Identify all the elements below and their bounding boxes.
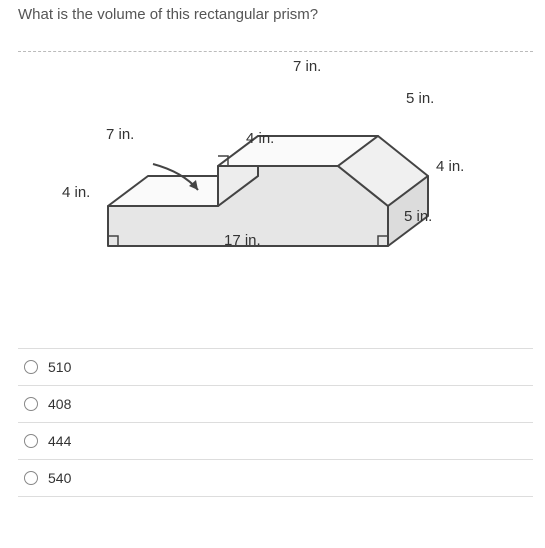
label-bottom-right: 5 in. [404, 208, 432, 225]
option-row[interactable]: 444 [18, 423, 533, 460]
divider [18, 51, 533, 52]
label-top: 7 in. [293, 58, 321, 75]
option-label: 408 [48, 396, 71, 412]
question-container: What is the volume of this rectangular p… [0, 0, 545, 497]
label-step-left: 7 in. [106, 126, 134, 143]
option-label: 540 [48, 470, 71, 486]
radio-icon [24, 360, 38, 374]
option-label: 444 [48, 433, 71, 449]
label-bottom: 17 in. [224, 232, 261, 249]
radio-icon [24, 434, 38, 448]
option-row[interactable]: 510 [18, 349, 533, 386]
option-label: 510 [48, 359, 71, 375]
option-row[interactable]: 408 [18, 386, 533, 423]
option-row[interactable]: 540 [18, 460, 533, 497]
prism-figure [18, 56, 518, 316]
label-left: 4 in. [62, 184, 90, 201]
label-mid-right: 4 in. [436, 158, 464, 175]
radio-icon [24, 471, 38, 485]
label-step-height: 4 in. [246, 130, 274, 147]
answer-options: 510 408 444 540 [18, 348, 533, 497]
radio-icon [24, 397, 38, 411]
question-text: What is the volume of this rectangular p… [18, 6, 533, 23]
figure-area: 7 in. 5 in. 4 in. 5 in. 17 in. 4 in. 7 i… [18, 56, 533, 336]
label-top-right: 5 in. [406, 90, 434, 107]
